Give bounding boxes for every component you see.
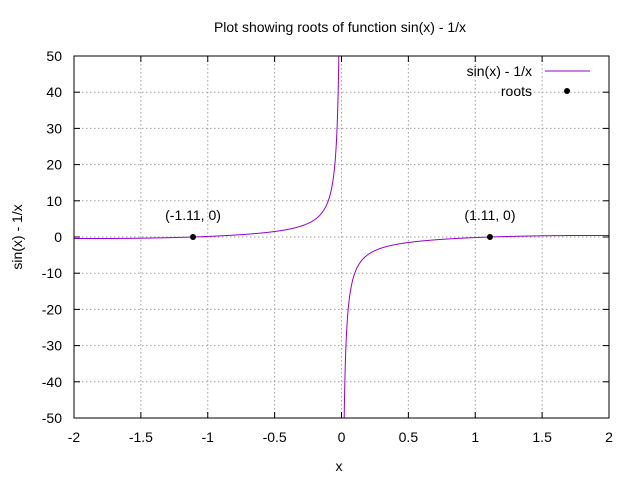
x-tick-label: 1.5: [532, 429, 552, 445]
root-annotation: (-1.11, 0): [165, 207, 221, 223]
x-tick-label: -2: [68, 429, 81, 445]
x-tick-label: 0.5: [399, 429, 419, 445]
root-point: [486, 234, 493, 240]
y-tick-label: -40: [42, 374, 62, 390]
curve-layer: [74, 56, 609, 418]
series-line-right-branch: [343, 234, 609, 418]
chart-title: Plot showing roots of function sin(x) - …: [214, 19, 466, 35]
legend: sin(x) - 1/x roots: [467, 63, 590, 99]
y-tick-label: -10: [42, 265, 62, 281]
y-tick-label: -20: [42, 301, 62, 317]
y-axis-label: sin(x) - 1/x: [9, 204, 25, 269]
x-tick-label: 1: [471, 429, 479, 445]
legend-label-curve: sin(x) - 1/x: [467, 63, 532, 79]
tick-layer: -2 -1.5 -1 -0.5 0 0.5 1 1.5 2 -50 -40 -30 -20 -10 0 10 2…: [42, 48, 613, 445]
x-tick-label: -1.5: [129, 429, 153, 445]
y-tick-label: 10: [46, 193, 62, 209]
series-line-left-branch: [74, 56, 340, 240]
x-tick-label: 2: [605, 429, 613, 445]
plot-frame: [73, 55, 610, 419]
legend-label-roots: roots: [501, 83, 532, 99]
root-annotation: (1.11, 0): [464, 207, 515, 223]
x-tick-label: -1: [202, 429, 215, 445]
x-tick-label: -0.5: [263, 429, 287, 445]
x-axis-label: x: [336, 458, 343, 474]
x-tick-label: 0: [338, 429, 346, 445]
root-point: [190, 234, 197, 240]
y-tick-label: 0: [54, 229, 62, 245]
point-layer: (-1.11, 0) (1.11, 0): [165, 207, 516, 240]
y-tick-label: 20: [46, 157, 62, 173]
y-tick-label: 40: [46, 84, 62, 100]
y-tick-label: 30: [46, 120, 62, 136]
legend-swatch-roots: [564, 88, 570, 94]
y-tick-label: -30: [42, 338, 62, 354]
grid-layer: [74, 56, 609, 418]
y-tick-label: 50: [46, 48, 62, 64]
y-tick-label: -50: [42, 410, 62, 426]
